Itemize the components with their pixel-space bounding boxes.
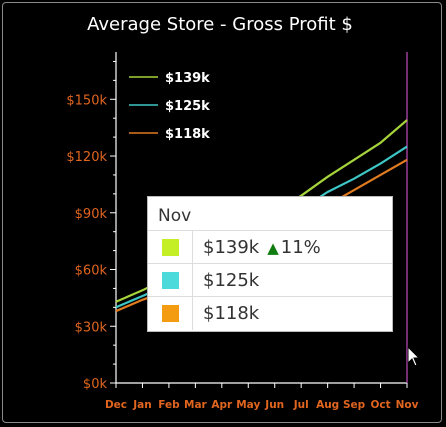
y-tick-label: $30k	[75, 320, 108, 335]
legend-label: $139k	[165, 71, 210, 86]
y-tick-label: $120k	[66, 150, 107, 165]
up-triangle-icon: ▲	[267, 238, 279, 257]
tooltip: Nov $139k ▲ 11% $125k $118k	[147, 196, 393, 332]
x-tick-label: Jul	[293, 399, 309, 411]
x-tick-label: May	[236, 399, 260, 411]
tooltip-value: $125k	[203, 269, 260, 291]
tooltip-header: Nov	[148, 197, 392, 231]
tooltip-swatch	[161, 271, 179, 289]
tooltip-value: $118k	[203, 303, 260, 324]
x-tick-label: Aug	[316, 399, 339, 411]
chart-frame	[2, 2, 442, 423]
x-tick-label: Feb	[158, 399, 180, 411]
x-tick-label: Jan	[132, 399, 151, 411]
tooltip-swatch	[161, 305, 179, 322]
x-tick-label: Dec	[105, 399, 127, 411]
y-tick-label: $0k	[83, 377, 108, 392]
y-tick-label: $90k	[75, 207, 108, 222]
x-tick-label: Nov	[396, 399, 419, 411]
y-tick-label: $150k	[66, 93, 107, 108]
x-tick-label: Apr	[211, 399, 233, 411]
legend-label: $118k	[165, 127, 210, 142]
mouse-cursor-icon	[407, 346, 421, 367]
tooltip-row: $118k	[148, 297, 392, 330]
x-tick-label: Mar	[184, 399, 208, 411]
x-tick-label: Jun	[264, 399, 284, 411]
legend-label: $125k	[165, 99, 210, 114]
chart-title: Average Store - Gross Profit $	[87, 14, 353, 35]
tooltip-row: $139k ▲ 11%	[148, 231, 392, 264]
x-tick-label: Oct	[370, 399, 390, 411]
tooltip-delta-value: 11%	[280, 236, 321, 258]
tooltip-value: $139k	[203, 236, 260, 258]
tooltip-delta: ▲ 11%	[267, 237, 321, 258]
x-tick-label: Sep	[343, 399, 366, 411]
tooltip-row: $125k	[148, 264, 392, 297]
y-tick-label: $60k	[75, 264, 108, 279]
tooltip-swatch	[161, 238, 179, 256]
